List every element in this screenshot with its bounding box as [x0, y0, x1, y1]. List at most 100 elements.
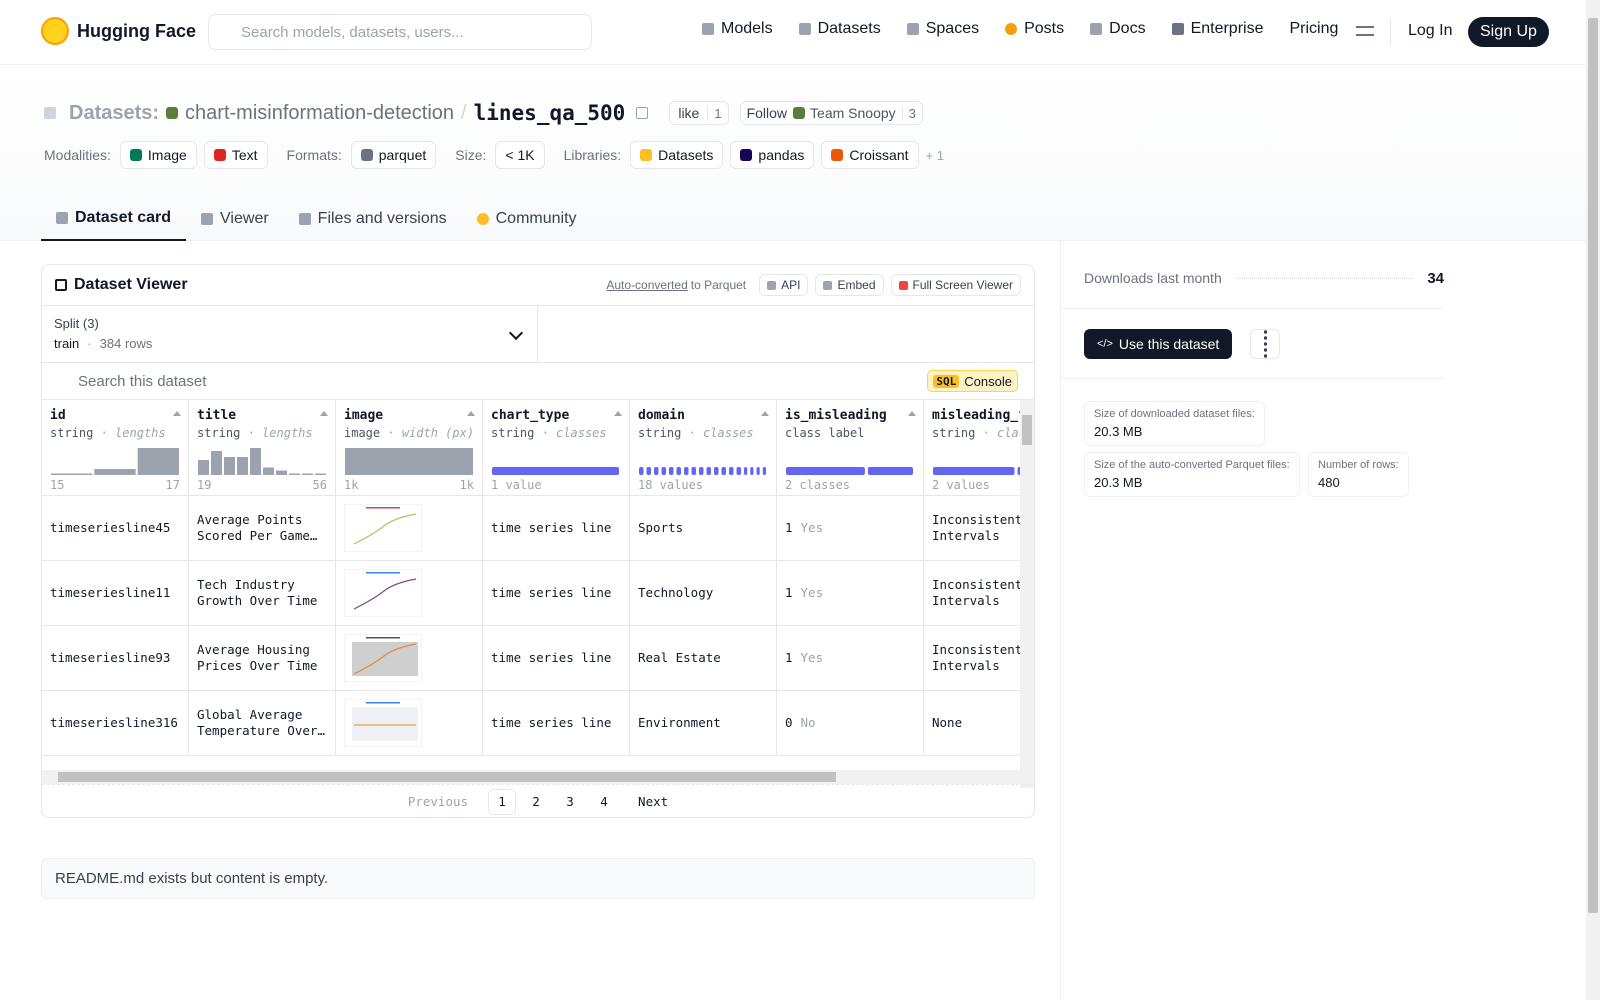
previous[interactable]: Previous: [407, 794, 469, 809]
icon: [767, 280, 777, 290]
label-name: Yes: [800, 520, 824, 535]
icon: [898, 280, 908, 290]
grid-icon: [55, 279, 67, 291]
icon: [798, 23, 811, 35]
tag-text: Croissant: [849, 147, 909, 163]
stat-box: Size of the auto-converted Parquet files…: [1084, 452, 1300, 497]
icon: [201, 212, 214, 225]
nav-link[interactable]: Models: [702, 20, 773, 38]
tab[interactable]: Files and versions: [284, 196, 462, 241]
tag-group-label: Libraries:: [563, 147, 622, 163]
nav-link[interactable]: Docs: [1090, 20, 1146, 38]
tag[interactable]: Datasets: [630, 141, 724, 169]
column-header[interactable]: misleading_featurestring · classes 2 valu…: [924, 400, 1020, 496]
nav-link[interactable]: Enterprise: [1171, 20, 1263, 38]
page[interactable]: 3: [566, 794, 574, 809]
menu-icon[interactable]: [1356, 26, 1374, 36]
cell-text: Technology: [638, 585, 714, 600]
tab-text: Viewer: [220, 209, 269, 227]
table-cell: [336, 626, 483, 691]
viewer-title: Dataset Viewer: [74, 276, 188, 293]
tag[interactable]: Croissant: [821, 141, 919, 169]
next[interactable]: Next: [638, 794, 669, 809]
like-button[interactable]: like 1: [669, 101, 729, 125]
column-name: domain: [638, 408, 685, 423]
page[interactable]: 4: [600, 794, 608, 809]
table-cell: [336, 496, 483, 561]
split-filler: [538, 306, 1034, 363]
nav-link[interactable]: Pricing: [1289, 20, 1338, 38]
tag[interactable]: < 1K: [495, 141, 545, 169]
column-foot: 1k 1k: [344, 478, 474, 492]
page[interactable]: 2: [532, 794, 540, 809]
nav-link[interactable]: Spaces: [906, 20, 979, 38]
column-header[interactable]: is_misleading class label 2 classes: [777, 400, 924, 496]
tag[interactable]: Text: [203, 141, 268, 169]
table-cell: timeseriesline45: [42, 496, 189, 561]
viewer-button[interactable]: Full Screen Viewer: [890, 274, 1021, 296]
viewer-button[interactable]: API: [759, 274, 809, 296]
tag[interactable]: pandas: [730, 141, 815, 169]
table-cell: timeseriesline93: [42, 626, 189, 691]
stat-value: 480: [1318, 475, 1340, 490]
auto-link[interactable]: Auto-converted: [606, 278, 688, 292]
copy-icon[interactable]: [636, 107, 649, 119]
signup[interactable]: Sign Up: [1468, 17, 1549, 47]
tab[interactable]: Community: [462, 196, 592, 241]
column-header[interactable]: domain string · classes 18 values: [630, 400, 777, 496]
sort-icon: [320, 411, 328, 416]
histogram-bar: [345, 448, 473, 475]
search-placeholder: Search this dataset: [78, 372, 207, 390]
search-box[interactable]: Search models, datasets, users...: [208, 14, 592, 50]
column-header[interactable]: image image · width (px) 1k 1k: [336, 400, 483, 496]
split-value: train · 384 rows: [54, 336, 525, 351]
brand[interactable]: Hugging Face: [41, 17, 196, 45]
top-nav: Hugging Face Search models, datasets, use…: [0, 0, 1586, 65]
nav-link[interactable]: Posts: [1005, 20, 1064, 38]
like: like: [678, 105, 700, 121]
column-header[interactable]: id string · lengths 15 17: [42, 400, 189, 496]
dataset-search[interactable]: Search this dataset SQL Console: [42, 363, 1034, 400]
tab-text: Dataset card: [75, 208, 172, 226]
nav-link-text: Datasets: [817, 20, 881, 37]
downloads-label: Downloads last month: [1084, 270, 1222, 286]
follow-button[interactable]: Follow Team Snoopy 3: [739, 101, 923, 125]
tab[interactable]: Dataset card: [41, 196, 187, 241]
more-tags[interactable]: + 1: [925, 147, 944, 163]
tag-text: pandas: [758, 147, 805, 163]
class-bar: [867, 467, 913, 475]
class-bar: [661, 467, 666, 475]
sql-console[interactable]: SQL Console: [927, 370, 1018, 392]
page[interactable]: 1: [488, 788, 517, 815]
thumb-plot: [352, 707, 418, 741]
brand-name: Hugging Face: [77, 20, 197, 41]
histogram-bar: [315, 473, 326, 475]
table-cell: Environment: [630, 691, 777, 756]
table-cell: timeseriesline11: [42, 561, 189, 626]
column-name: chart_type: [491, 408, 570, 423]
cell-text: time series line: [491, 650, 612, 665]
tag[interactable]: parquet: [350, 141, 437, 169]
login[interactable]: Log In: [1408, 22, 1453, 39]
org[interactable]: chart-misinformation-detection: [185, 101, 455, 124]
table-cell: time series line: [483, 496, 630, 561]
kebab[interactable]: [1250, 329, 1280, 359]
tab-text: Community: [495, 209, 577, 227]
viewer-button[interactable]: Embed: [815, 274, 884, 296]
use-dataset[interactable]: </> Use this dataset: [1084, 329, 1233, 359]
nav-link[interactable]: Datasets: [798, 20, 881, 38]
thumbnail: [344, 504, 422, 552]
table-cell: Technology: [630, 561, 777, 626]
tag-text: < 1K: [505, 147, 535, 163]
cell-text: timeseriesline45: [50, 520, 171, 535]
column-header[interactable]: chart_type string · classes 1 value: [483, 400, 630, 496]
column-foot: 2 classes: [785, 478, 915, 492]
logo: [41, 17, 69, 45]
repo-header: Datasets: chart-misinformation-detection /…: [0, 65, 1586, 241]
tab[interactable]: Viewer: [186, 196, 284, 241]
tag[interactable]: Image: [119, 141, 197, 169]
split-select[interactable]: Split (3) train · 384 rows: [42, 306, 538, 363]
column-header[interactable]: title string · lengths 19 56: [189, 400, 336, 496]
dot: ·: [87, 336, 92, 351]
